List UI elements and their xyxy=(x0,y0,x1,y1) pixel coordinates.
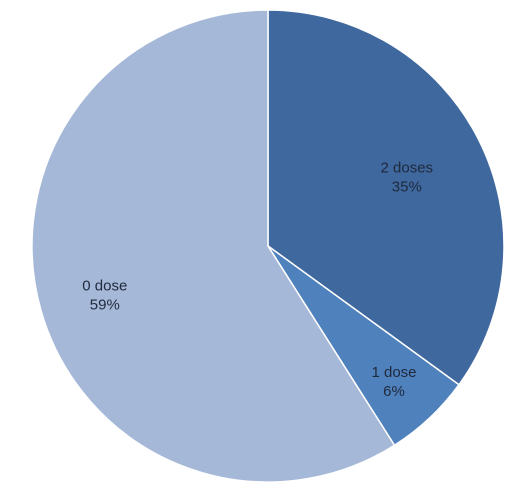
pie-slices xyxy=(31,9,505,483)
slice-percent-2-doses: 35% xyxy=(392,178,422,195)
pie-slice-0-dose xyxy=(31,9,396,483)
slice-label-0-dose: 0 dose xyxy=(82,277,127,294)
slice-percent-1-dose: 6% xyxy=(383,383,405,400)
slice-label-2-doses: 2 doses xyxy=(381,159,434,176)
slice-label-1-dose: 1 dose xyxy=(371,364,416,381)
pie-labels: 2 doses 35% 1 dose 6% 0 dose 59% xyxy=(82,159,433,400)
pie-slice-2-doses xyxy=(267,9,505,386)
slice-percent-0-dose: 59% xyxy=(90,296,120,313)
